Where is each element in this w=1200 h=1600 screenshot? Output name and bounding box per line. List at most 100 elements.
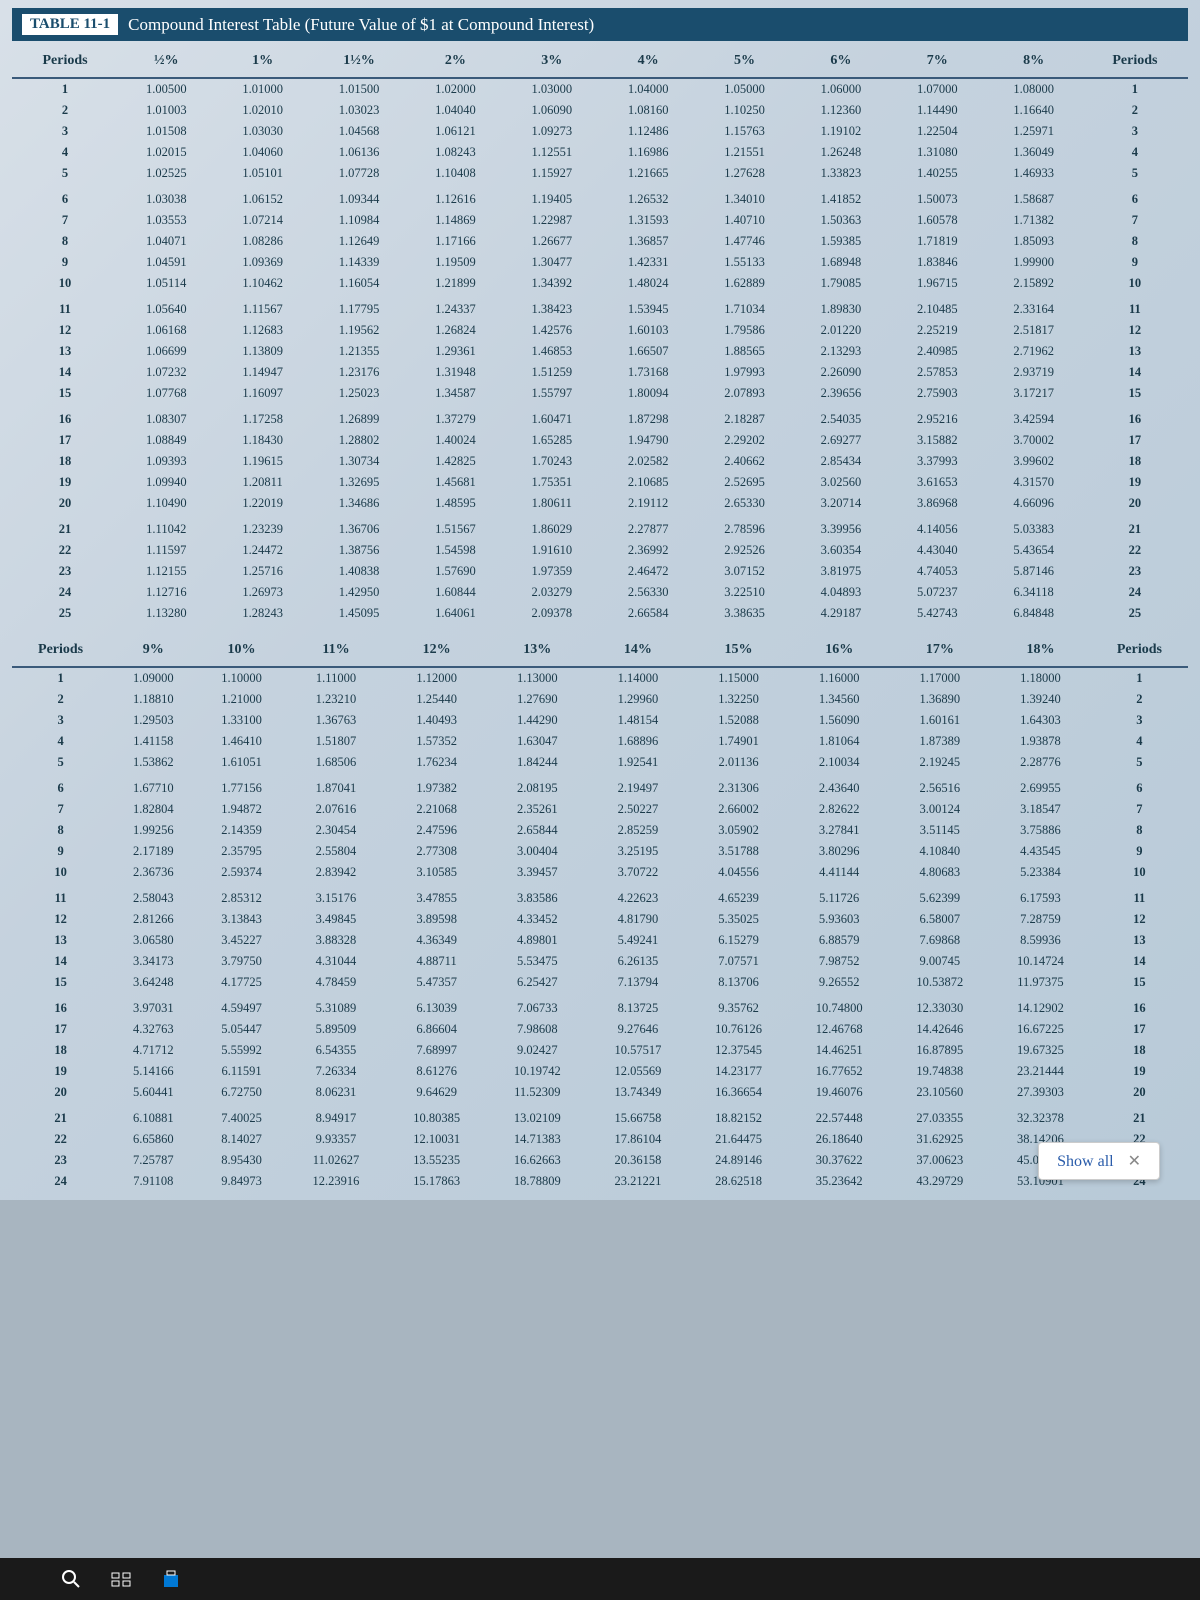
taskbar — [0, 1558, 1200, 1600]
table-cell: 3.61653 — [889, 472, 985, 493]
table-row: 71.828041.948722.076162.210682.352612.50… — [12, 799, 1188, 820]
table-cell: 9.27646 — [588, 1019, 689, 1040]
table-row: 41.020151.040601.061361.082431.125511.16… — [12, 142, 1188, 163]
column-header: 2% — [407, 45, 503, 78]
table-cell: 4 — [1082, 142, 1188, 163]
table-cell: 1.97382 — [386, 773, 487, 799]
table-cell: 1.27628 — [696, 163, 792, 184]
table-cell: 13 — [1082, 341, 1188, 362]
table-cell: 1.26824 — [407, 320, 503, 341]
table-cell: 1.46853 — [504, 341, 600, 362]
table-cell: 2 — [1091, 689, 1188, 710]
table-cell: 3.70722 — [588, 862, 689, 883]
column-header: 7% — [889, 45, 985, 78]
table-cell: 14.12902 — [990, 993, 1091, 1019]
table-row: 133.065803.452273.883284.363494.898015.4… — [12, 930, 1188, 951]
store-icon[interactable] — [160, 1568, 182, 1590]
table-row: 81.992562.143592.304542.475962.658442.85… — [12, 820, 1188, 841]
table-cell: 1 — [12, 78, 118, 100]
table-cell: 6.25427 — [487, 972, 588, 993]
table-cell: 1.59385 — [793, 231, 889, 252]
table-cell: 1.28243 — [214, 603, 310, 624]
table-cell: 1.22019 — [214, 493, 310, 514]
table-cell: 20.36158 — [588, 1150, 689, 1171]
table-cell: 10.74800 — [789, 993, 890, 1019]
table-cell: 1.08286 — [214, 231, 310, 252]
table-cell: 1.45095 — [311, 603, 407, 624]
table-cell: 2.81266 — [109, 909, 197, 930]
table-row: 92.171892.357952.558042.773083.004043.25… — [12, 841, 1188, 862]
table-cell: 1.74901 — [688, 731, 789, 752]
table-cell: 7.13794 — [588, 972, 689, 993]
table-cell: 1.97993 — [696, 362, 792, 383]
table-cell: 8 — [12, 231, 118, 252]
table-cell: 2.85259 — [588, 820, 689, 841]
table-cell: 1.22987 — [504, 210, 600, 231]
table-cell: 1.77156 — [197, 773, 285, 799]
table-cell: 2.07893 — [696, 383, 792, 404]
table-cell: 1.11042 — [118, 514, 214, 540]
table-cell: 6 — [1082, 184, 1188, 210]
table-row: 143.341733.797504.310444.887115.534756.2… — [12, 951, 1188, 972]
column-header: 4% — [600, 45, 696, 78]
search-icon[interactable] — [60, 1568, 82, 1590]
table-cell: 3.22510 — [696, 582, 792, 603]
table-cell: 4.80683 — [890, 862, 991, 883]
table-cell: 2.66002 — [688, 799, 789, 820]
table-row: 201.104901.220191.346861.485951.806112.1… — [12, 493, 1188, 514]
table-cell: 1.12360 — [793, 100, 889, 121]
table-cell: 1.79085 — [793, 273, 889, 294]
table-cell: 8.06231 — [286, 1082, 387, 1103]
close-icon[interactable]: ✕ — [1128, 1153, 1141, 1170]
table-cell: 11 — [12, 883, 109, 909]
task-view-icon[interactable] — [110, 1568, 132, 1590]
table-cell: 1.31080 — [889, 142, 985, 163]
table-cell: 5.05447 — [197, 1019, 285, 1040]
table-cell: 1.19102 — [793, 121, 889, 142]
table-cell: 3.86968 — [889, 493, 985, 514]
table-row: 101.051141.104621.160541.218991.343921.4… — [12, 273, 1188, 294]
table-cell: 2.31306 — [688, 773, 789, 799]
table-cell: 2.36736 — [109, 862, 197, 883]
table-cell: 3.97031 — [109, 993, 197, 1019]
table-cell: 1.23176 — [311, 362, 407, 383]
table-cell: 1.60471 — [504, 404, 600, 430]
column-header: 16% — [789, 634, 890, 667]
table-cell: 15 — [1091, 972, 1188, 993]
table-cell: 1.19562 — [311, 320, 407, 341]
show-all-button[interactable]: Show all ✕ — [1038, 1142, 1160, 1180]
table-cell: 2.52695 — [696, 472, 792, 493]
table-row: 11.090001.100001.110001.120001.130001.14… — [12, 667, 1188, 689]
table-cell: 3.60354 — [793, 540, 889, 561]
table-cell: 1.03038 — [118, 184, 214, 210]
table-cell: 1.28802 — [311, 430, 407, 451]
table-cell: 2.58043 — [109, 883, 197, 909]
table-cell: 10.57517 — [588, 1040, 689, 1061]
table-cell: 1.17258 — [214, 404, 310, 430]
table-cell: 2.55804 — [286, 841, 387, 862]
table-cell: 9.64629 — [386, 1082, 487, 1103]
table-cell: 1.21665 — [600, 163, 696, 184]
table-cell: 1.92541 — [588, 752, 689, 773]
table-cell: 1.01000 — [214, 78, 310, 100]
table-cell: 2.19245 — [890, 752, 991, 773]
table-cell: 3 — [1091, 710, 1188, 731]
table-cell: 1.05000 — [696, 78, 792, 100]
table-cell: 2.19112 — [600, 493, 696, 514]
table-cell: 1.09369 — [214, 252, 310, 273]
table-cell: 2.46472 — [600, 561, 696, 582]
table-cell: 1 — [1091, 667, 1188, 689]
table-cell: 1.71382 — [985, 210, 1081, 231]
table-cell: 1.05101 — [214, 163, 310, 184]
table-cell: 1.11567 — [214, 294, 310, 320]
table-cell: 1.67710 — [109, 773, 197, 799]
table-cell: 14 — [12, 951, 109, 972]
table-row: 153.642484.177254.784595.473576.254277.1… — [12, 972, 1188, 993]
table-cell: 18 — [1091, 1040, 1188, 1061]
table-cell: 1.73168 — [600, 362, 696, 383]
table-cell: 5.47357 — [386, 972, 487, 993]
table-cell: 1.09273 — [504, 121, 600, 142]
table-cell: 4.78459 — [286, 972, 387, 993]
table-cell: 1.08243 — [407, 142, 503, 163]
table-row: 21.188101.210001.232101.254401.276901.29… — [12, 689, 1188, 710]
